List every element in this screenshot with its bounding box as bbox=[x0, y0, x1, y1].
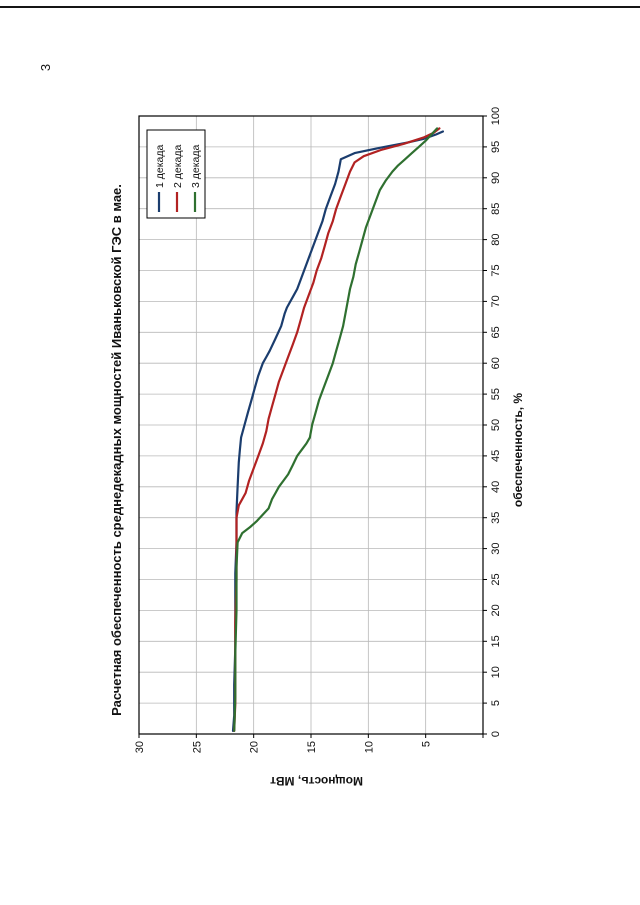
chart-canvas: 0 5 10 15 20 25 30 35 40 45 50 55 60 65 70 75 80 85 90 95 10… bbox=[134, 107, 502, 753]
y-tick-label: 10 bbox=[363, 741, 375, 753]
x-tick-label: 70 bbox=[490, 295, 502, 307]
x-tick-label: 0 bbox=[490, 731, 502, 737]
x-axis-label: обеспеченность, % bbox=[511, 392, 525, 508]
legend-label: 2 декада bbox=[172, 144, 184, 188]
x-tick-label: 100 bbox=[490, 107, 502, 125]
x-tick-label: 80 bbox=[490, 233, 502, 245]
y-tick-label: 15 bbox=[306, 741, 318, 753]
y-tick-label: 30 bbox=[134, 741, 146, 753]
legend-box bbox=[146, 129, 206, 219]
x-tick-label: 90 bbox=[490, 172, 502, 184]
y-tick-label: 25 bbox=[191, 741, 203, 753]
x-tick-label: 20 bbox=[490, 604, 502, 616]
page-top-rule bbox=[0, 6, 640, 8]
series-line-3 bbox=[233, 127, 439, 733]
page-number: 3 bbox=[38, 63, 54, 72]
x-tick-label: 60 bbox=[490, 357, 502, 369]
x-tick-label: 95 bbox=[490, 141, 502, 153]
legend-label: 1 декада bbox=[154, 144, 166, 188]
x-tick-label: 45 bbox=[490, 450, 502, 462]
y-tick-label: 5 bbox=[421, 741, 433, 747]
x-tick-label: 5 bbox=[490, 700, 502, 706]
chart-figure: Расчетная обеспеченность среднедекадных … bbox=[105, 100, 535, 800]
series-line-2 bbox=[233, 127, 441, 733]
y-tick-label: 20 bbox=[249, 741, 261, 753]
series-line-1 bbox=[231, 130, 444, 733]
x-tick-label: 55 bbox=[490, 388, 502, 400]
x-tick-label: 65 bbox=[490, 326, 502, 338]
x-tick-label: 25 bbox=[490, 573, 502, 585]
x-tick-label: 10 bbox=[490, 666, 502, 678]
x-tick-label: 30 bbox=[490, 542, 502, 554]
x-tick-label: 50 bbox=[490, 419, 502, 431]
legend-label: 3 декада bbox=[190, 144, 202, 188]
x-tick-label: 40 bbox=[490, 481, 502, 493]
x-tick-label: 35 bbox=[490, 512, 502, 524]
y-axis-label: Мощность, МВт bbox=[270, 774, 363, 788]
x-tick-label: 75 bbox=[490, 264, 502, 276]
x-tick-label: 85 bbox=[490, 203, 502, 215]
x-tick-label: 15 bbox=[490, 635, 502, 647]
